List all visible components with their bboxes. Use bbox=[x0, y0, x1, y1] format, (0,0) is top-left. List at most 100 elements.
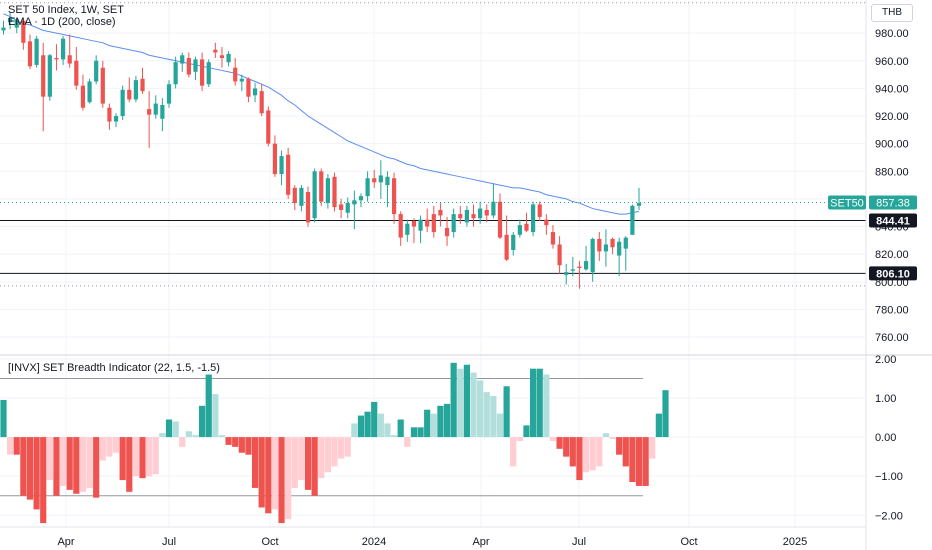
candle-body bbox=[451, 214, 456, 233]
candle-body bbox=[21, 20, 26, 43]
candle bbox=[312, 168, 317, 223]
candle bbox=[504, 215, 509, 262]
candle-body bbox=[87, 81, 92, 103]
candle bbox=[266, 106, 271, 147]
currency-button[interactable]: THB bbox=[871, 4, 913, 22]
indicator-bar bbox=[622, 437, 629, 467]
candle-body bbox=[610, 238, 615, 248]
candle bbox=[259, 84, 264, 117]
candle-body bbox=[246, 78, 251, 97]
indicator-bar bbox=[662, 390, 669, 438]
level-tag-806: 806.10 bbox=[869, 266, 917, 281]
candle-body bbox=[431, 214, 436, 233]
candle bbox=[100, 60, 105, 108]
candle-body bbox=[226, 53, 231, 63]
candle-body bbox=[623, 237, 628, 249]
indicator-bar bbox=[232, 437, 239, 447]
indicator-bar bbox=[589, 437, 596, 471]
indicator-bar bbox=[549, 437, 557, 441]
candle bbox=[8, 12, 13, 30]
candle bbox=[200, 52, 205, 92]
indicator-bar bbox=[79, 437, 87, 492]
candle bbox=[332, 172, 337, 212]
time-tick-label: 2024 bbox=[362, 536, 386, 548]
candle bbox=[458, 205, 463, 224]
candle bbox=[1, 20, 6, 35]
candle bbox=[233, 58, 238, 86]
candle-body bbox=[537, 204, 542, 217]
candle-body bbox=[74, 60, 79, 86]
candle-body bbox=[458, 214, 463, 219]
candle bbox=[451, 208, 456, 238]
indicator-bar bbox=[523, 425, 530, 438]
indicator-bar bbox=[7, 437, 14, 455]
indicator-axis-labels: 2.00 1.00 0.00 −1.00 −2.00 bbox=[875, 354, 903, 522]
candle bbox=[484, 204, 489, 223]
indicator-bar bbox=[443, 403, 451, 438]
candle-body bbox=[266, 110, 271, 144]
candle-body bbox=[54, 58, 59, 60]
indicator-bar bbox=[609, 437, 616, 440]
candle bbox=[107, 103, 112, 130]
ema-legend[interactable]: EMA · 1D (200, close) bbox=[8, 16, 116, 28]
candle-body bbox=[219, 55, 225, 59]
indicator-bar bbox=[463, 364, 470, 438]
indicator-bar bbox=[271, 437, 279, 510]
indicator-bar bbox=[404, 437, 411, 447]
candle-body bbox=[252, 88, 258, 96]
chart-title[interactable]: SET 50 Index, 1W, SET bbox=[8, 4, 124, 16]
indicator-tick-label: −2.00 bbox=[875, 510, 903, 522]
indicator-bar bbox=[212, 394, 219, 438]
candle-body bbox=[113, 116, 119, 122]
indicator-bar bbox=[152, 437, 159, 475]
price-tick-label: 960.00 bbox=[875, 56, 909, 68]
candle bbox=[133, 75, 138, 103]
candle-body bbox=[636, 203, 642, 206]
price-axis-labels[interactable]: 980.00960.00940.00920.00900.00880.00860.… bbox=[875, 28, 909, 344]
candle bbox=[491, 183, 496, 219]
indicator-bar bbox=[390, 435, 398, 438]
candle-body bbox=[239, 78, 244, 82]
candle bbox=[47, 53, 52, 101]
time-tick-label: Jul bbox=[162, 536, 176, 548]
indicator-bar bbox=[106, 437, 113, 457]
time-axis-labels[interactable]: Apr Jul Oct 2024 Apr Jul Oct 2025 bbox=[57, 536, 807, 548]
candle-body bbox=[564, 272, 569, 275]
candle bbox=[352, 190, 357, 230]
indicator-bar bbox=[344, 437, 351, 457]
candle-body bbox=[405, 223, 410, 235]
candle-body bbox=[550, 232, 556, 245]
candle-body bbox=[292, 187, 297, 204]
candle bbox=[173, 56, 178, 89]
candle bbox=[299, 185, 304, 212]
price-tick-label: 940.00 bbox=[875, 83, 909, 95]
candle-body bbox=[504, 234, 509, 260]
candle-body bbox=[544, 219, 549, 226]
candle bbox=[418, 215, 423, 244]
candle bbox=[617, 237, 622, 277]
candle bbox=[531, 201, 536, 237]
candle bbox=[246, 77, 251, 103]
candle-body bbox=[398, 214, 403, 238]
indicator-bar bbox=[351, 423, 358, 438]
candle bbox=[87, 78, 92, 104]
indicator-bar bbox=[424, 409, 431, 438]
candle bbox=[193, 56, 198, 81]
time-tick-label: 2025 bbox=[783, 536, 807, 548]
indicator-bar bbox=[510, 437, 517, 467]
indicator-bar bbox=[238, 437, 245, 453]
candle bbox=[219, 46, 225, 68]
indicator-title[interactable]: [INVX] SET Breadth Indicator (22, 1.5, -… bbox=[8, 362, 220, 374]
candle-body bbox=[319, 171, 324, 202]
candle-body bbox=[590, 238, 595, 273]
candle-body bbox=[438, 209, 443, 216]
indicator-bar bbox=[304, 437, 312, 490]
candle bbox=[623, 236, 628, 271]
candle-body bbox=[524, 223, 529, 231]
candle-body bbox=[147, 109, 152, 115]
candle bbox=[206, 59, 211, 88]
candle bbox=[610, 237, 615, 255]
candle-body bbox=[107, 107, 112, 122]
indicator-bar bbox=[490, 396, 497, 438]
